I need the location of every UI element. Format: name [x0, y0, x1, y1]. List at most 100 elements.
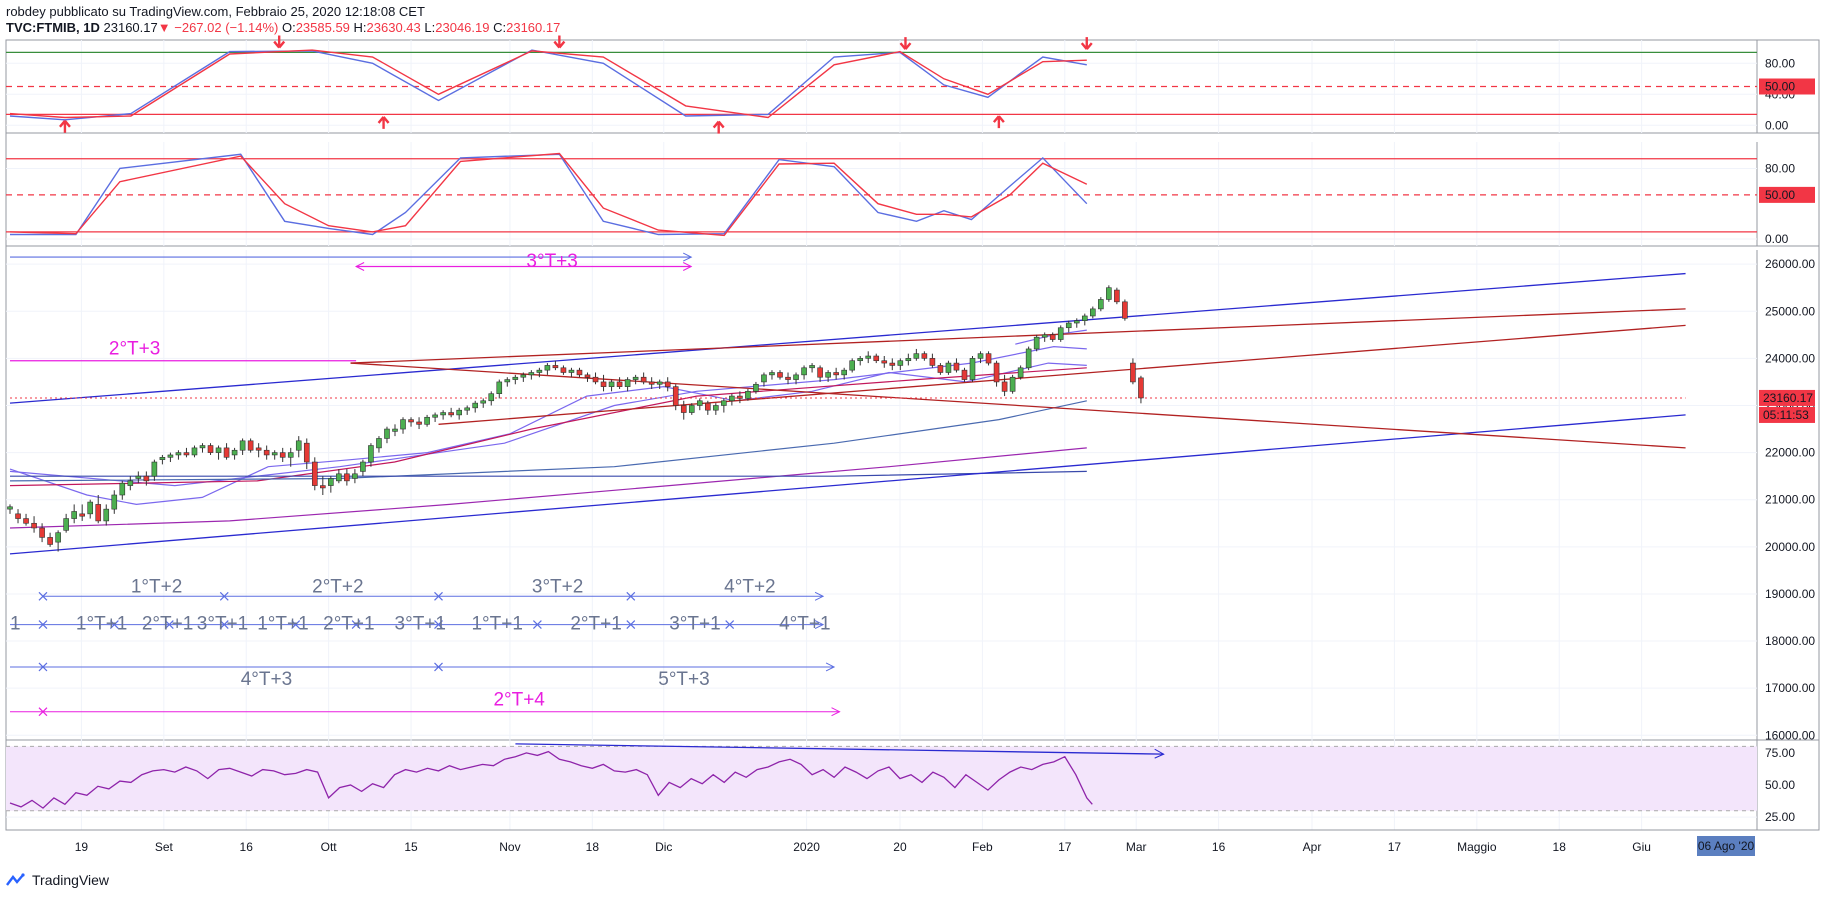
candle-body	[592, 376, 599, 383]
trendline	[350, 362, 1686, 449]
cycle-label: 3°T+1	[197, 614, 248, 635]
candle-body	[1001, 381, 1008, 392]
candle-body	[215, 447, 222, 453]
candle-body	[761, 374, 767, 383]
x-tick-label: 17	[1388, 840, 1402, 854]
cycle-mark-icon	[725, 620, 735, 629]
candle-body	[464, 407, 470, 411]
cycle-mark-icon	[626, 620, 636, 629]
cycle-label: 3°T+3	[526, 251, 577, 272]
candle-body	[71, 511, 77, 519]
candle-body	[504, 379, 511, 383]
candle-body	[408, 419, 414, 423]
candle-body	[392, 428, 398, 432]
candle-body	[79, 513, 85, 517]
candle-body	[737, 395, 743, 399]
cycle-label: 4°T+1	[779, 614, 830, 635]
cycle-mark-icon	[219, 591, 229, 601]
candle-body	[729, 395, 735, 402]
candle-body	[159, 457, 166, 460]
candle-body	[753, 383, 759, 392]
candle-body	[119, 482, 126, 496]
candle-body	[255, 447, 262, 451]
time-axis: 19 Set 16 Ott 15 Nov 18 Dic 2020 20 Feb 17 Mar 16 Apr 1…	[6, 829, 1819, 856]
pane-2: 26000.0025000.0024000.0023000.0022000.00…	[6, 250, 1819, 742]
candle-body	[456, 409, 462, 416]
cycle-mark-icon	[532, 620, 542, 629]
candle-body	[183, 452, 190, 456]
candle-body	[55, 532, 61, 543]
tradingview-logo-icon	[6, 873, 25, 886]
candle-body	[512, 376, 519, 380]
candle-body	[568, 369, 575, 373]
candle-body	[833, 372, 839, 376]
candle-body	[632, 376, 639, 380]
y-tick-label: 0.00	[1765, 118, 1789, 132]
cycle-mark-icon	[434, 591, 443, 601]
date-badge-text: 06 Ago '20	[1698, 839, 1755, 853]
candle-body	[680, 405, 687, 413]
candle-body	[913, 353, 920, 359]
cycle-mark-icon	[38, 620, 48, 629]
candle-body	[664, 381, 671, 387]
author-line: robdey pubblicato su TradingView.com, Fe…	[6, 4, 425, 19]
y-tick-label: 17000.00	[1765, 681, 1815, 695]
arrow-head-icon	[682, 252, 693, 262]
candle-body	[1130, 362, 1136, 383]
candle-body	[448, 412, 454, 416]
candle-body	[1081, 315, 1088, 321]
candle-body	[320, 485, 326, 489]
candle-body	[656, 381, 663, 385]
arrow-head-icon	[354, 262, 365, 271]
cycle-label: 3°T+1	[395, 614, 446, 635]
cycle-label: 2°T+2	[312, 576, 363, 597]
cycle-label: 3°T+1	[669, 614, 720, 635]
candle-body	[576, 369, 583, 376]
candle-body	[271, 452, 278, 456]
level-badge-text: 50.00	[1765, 80, 1795, 94]
candle-body	[857, 358, 864, 362]
candle-body	[488, 393, 495, 402]
brand-name[interactable]: TradingView	[32, 872, 110, 888]
footer: TradingView	[6, 872, 109, 888]
candle-body	[1009, 376, 1016, 392]
x-tick-label: Apr	[1303, 840, 1322, 854]
down-arrow-icon	[273, 35, 286, 49]
down-arrow-icon	[1080, 37, 1093, 50]
trendline	[438, 324, 1686, 425]
moving-average-line	[9, 400, 1087, 482]
candle-body	[247, 440, 254, 451]
cycle-label: 3°T+2	[532, 576, 583, 597]
candle-body	[672, 386, 679, 406]
down-arrow-icon	[553, 35, 566, 49]
arrow-head-icon	[825, 662, 836, 672]
stoch-line-red	[9, 49, 1087, 119]
candle-body	[688, 405, 695, 413]
cycle-mark-icon	[291, 620, 301, 629]
candle-body	[1025, 348, 1032, 369]
cycle-label: 2°T+1	[142, 614, 193, 635]
candle-body	[199, 445, 206, 449]
candle-body	[63, 518, 69, 531]
date-badge	[1697, 836, 1755, 856]
candle-body	[745, 391, 751, 399]
candle-body	[552, 365, 559, 369]
candle-body	[311, 461, 318, 486]
x-tick-label: Giu	[1632, 840, 1651, 854]
candle-body	[1114, 289, 1120, 303]
stoch-line-blue	[9, 49, 1087, 121]
candle-body	[801, 367, 807, 376]
trendline	[9, 272, 1686, 404]
candle-body	[600, 381, 607, 387]
symbol: TVC:FTMIB, 1D	[6, 20, 100, 35]
candle-body	[1106, 287, 1112, 300]
up-arrow-icon	[59, 120, 71, 133]
cycle-mark-icon	[38, 707, 48, 717]
candle-body	[95, 504, 102, 522]
candle-body	[223, 447, 230, 458]
countdown-badge	[1759, 406, 1815, 423]
x-tick-label: 16	[240, 840, 254, 854]
candle-body	[127, 480, 134, 486]
